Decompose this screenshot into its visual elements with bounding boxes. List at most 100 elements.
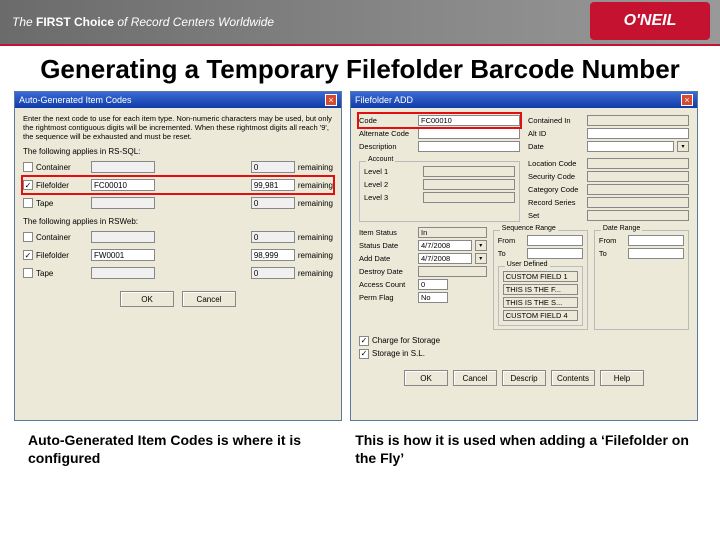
filefolder-checkbox[interactable] [23,180,33,190]
code-input[interactable]: FC00010 [418,115,520,126]
seq-from-input[interactable] [527,235,583,246]
tape-code-input[interactable] [91,197,155,209]
web-filefolder-label: Filefolder [36,251,88,260]
web-container-checkbox[interactable] [23,232,33,242]
set-input[interactable] [587,210,689,221]
web-filefolder-code-input[interactable]: FW0001 [91,249,155,261]
web-container-code-input[interactable] [91,231,155,243]
contained-in-label: Contained In [528,116,584,125]
alt-code-input[interactable] [418,128,520,139]
charge-storage-label: Charge for Storage [372,336,440,345]
remaining-label: remaining [298,181,333,190]
dr-to-input[interactable] [628,248,684,259]
close-icon[interactable]: × [681,94,693,106]
container-remaining: 0 [251,161,295,173]
rec-input[interactable] [587,197,689,208]
dialog-titlebar: Filefolder ADD × [351,92,697,108]
caption-left: Auto-Generated Item Codes is where it is… [28,431,325,467]
desc-input[interactable] [418,141,520,152]
custom4: CUSTOM FIELD 4 [503,310,578,321]
cancel-button[interactable]: Cancel [182,291,236,307]
rec-label: Record Series [528,198,584,207]
cat-input[interactable] [587,184,689,195]
user-defined-group: User Defined CUSTOM FIELD 1 THIS IS THE … [498,266,583,326]
add-date-input[interactable]: 4/7/2008 [418,253,472,264]
item-status-value: In [418,227,487,238]
web-container-label: Container [36,233,88,242]
seq-to-input[interactable] [527,248,583,259]
remaining-label: remaining [298,199,333,208]
container-code-input[interactable] [91,161,155,173]
status-date-input[interactable]: 4/7/2008 [418,240,472,251]
descrip-button[interactable]: Descrip [502,370,546,386]
web-filefolder-remaining: 98,999 [251,249,295,261]
status-date-label: Status Date [359,241,415,250]
sql-section-label: The following applies in RS-SQL: [23,147,333,156]
dialog-title: Filefolder ADD [355,92,413,108]
access-count-input[interactable]: 0 [418,279,448,290]
filefolder-code-input[interactable]: FC00010 [91,179,155,191]
ok-button[interactable]: OK [404,370,448,386]
web-tape-label: Tape [36,269,88,278]
dialogs-row: Auto-Generated Item Codes × Enter the ne… [0,91,720,421]
close-icon[interactable]: × [325,94,337,106]
captions-row: Auto-Generated Item Codes is where it is… [0,421,720,467]
charge-storage-checkbox[interactable] [359,336,369,346]
web-filefolder-checkbox[interactable] [23,250,33,260]
set-label: Set [528,211,584,220]
level3-input[interactable] [423,192,515,203]
custom1: CUSTOM FIELD 1 [503,271,578,282]
altid-label: Alt ID [528,129,584,138]
user-defined-title: User Defined [505,261,550,268]
date-range-title: Date Range [601,225,642,232]
tape-remaining: 0 [251,197,295,209]
calendar-icon[interactable]: ▾ [475,240,487,251]
dr-from-input[interactable] [628,235,684,246]
altid-input[interactable] [587,128,689,139]
destroy-date-label: Destroy Date [359,267,415,276]
storage-sl-checkbox[interactable] [359,349,369,359]
sec-label: Security Code [528,172,584,181]
item-status-label: Item Status [359,228,415,237]
access-count-label: Access Count [359,280,415,289]
row-web-filefolder: Filefolder FW0001 98,999 remaining [23,247,333,263]
date-range-group: Date Range From To [594,230,689,330]
web-tape-remaining: 0 [251,267,295,279]
ok-button[interactable]: OK [120,291,174,307]
sequence-range-title: Sequence Range [500,225,558,232]
destroy-date-input[interactable] [418,266,487,277]
calendar-icon[interactable]: ▾ [677,141,689,152]
add-date-label: Add Date [359,254,415,263]
caption-right: This is how it is used when adding a ‘Fi… [355,431,692,467]
calendar-icon[interactable]: ▾ [475,253,487,264]
level1-input[interactable] [423,166,515,177]
level1-label: Level 1 [364,167,420,176]
remaining-label: remaining [298,269,333,278]
help-button[interactable]: Help [600,370,644,386]
date-input[interactable] [587,141,674,152]
code-row: Code FC00010 [359,114,520,127]
auto-gen-codes-dialog: Auto-Generated Item Codes × Enter the ne… [14,91,342,421]
container-checkbox[interactable] [23,162,33,172]
storage-sl-label: Storage in S.L. [372,349,425,358]
contained-in-input[interactable] [587,115,689,126]
code-label: Code [359,116,415,125]
row-sql-tape: Tape 0 remaining [23,195,333,211]
web-tape-code-input[interactable] [91,267,155,279]
level2-input[interactable] [423,179,515,190]
sec-input[interactable] [587,171,689,182]
web-section-label: The following applies in RSWeb: [23,217,333,226]
row-web-tape: Tape 0 remaining [23,265,333,281]
contents-button[interactable]: Contents [551,370,595,386]
seq-to-label: To [498,249,524,258]
web-tape-checkbox[interactable] [23,268,33,278]
cancel-button[interactable]: Cancel [453,370,497,386]
dialog-titlebar: Auto-Generated Item Codes × [15,92,341,108]
sequence-range-group: Sequence Range From To User Defined CUST… [493,230,588,330]
dr-from-label: From [599,236,625,245]
level3-label: Level 3 [364,193,420,202]
page-title: Generating a Temporary Filefolder Barcod… [0,46,720,91]
tape-checkbox[interactable] [23,198,33,208]
loc-input[interactable] [587,158,689,169]
perm-flag-input[interactable]: No [418,292,448,303]
